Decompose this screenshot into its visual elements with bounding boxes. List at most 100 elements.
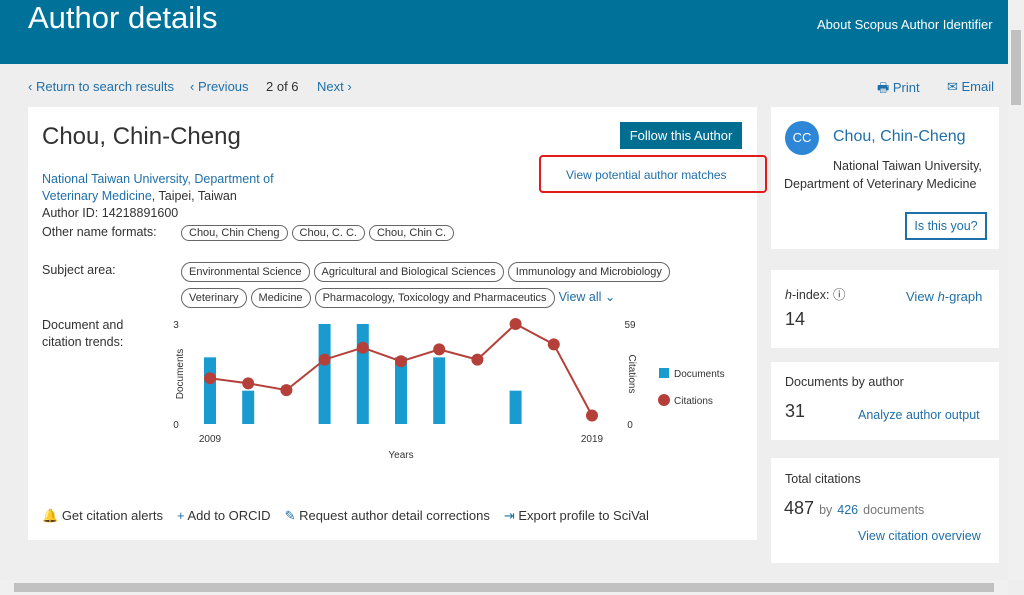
is-you-button[interactable]: Is this you? — [905, 212, 987, 240]
point — [471, 353, 484, 366]
y-tick-label: 0 — [173, 420, 179, 431]
affiliation: National Taiwan University, Department o… — [42, 171, 302, 205]
hindex-text: -index: — [791, 288, 830, 302]
subjects: Environmental Science Agricultural and Bi… — [181, 262, 696, 314]
bar — [433, 357, 446, 424]
citations-card — [771, 458, 999, 563]
h-italic: h — [937, 289, 945, 304]
y2-axis-label: Citations — [626, 355, 637, 394]
y2-tick-label: 0 — [627, 420, 633, 431]
print-text: Print — [892, 80, 920, 95]
action-text: Request author detail corrections — [299, 508, 490, 523]
page-title: Author details — [28, 0, 218, 35]
x-tick-label: 2019 — [581, 434, 604, 445]
point — [318, 353, 331, 366]
identifier-link[interactable]: About Scopus Author Identifier — [817, 17, 993, 32]
point — [356, 341, 369, 354]
affiliation-link[interactable]: National Taiwan University, Department o… — [42, 172, 274, 203]
back-text: Return to search results — [35, 79, 174, 94]
highlight-box — [539, 155, 767, 193]
subject-pill: Pharmacology, Toxicology and Pharmaceuti… — [314, 288, 555, 308]
y-axis-label: Documents — [175, 349, 186, 400]
documents-label: Documents by author — [785, 375, 904, 389]
documents-word: documents — [863, 503, 925, 517]
action-text: Export profile to SciVal — [518, 508, 649, 523]
previous-link[interactable]: ‹ Previous — [190, 79, 249, 94]
bar — [242, 390, 255, 424]
legend-swatch — [658, 394, 670, 406]
point — [509, 318, 522, 330]
subject-pill: Medicine — [250, 288, 311, 308]
point — [547, 338, 560, 351]
name-pill: Chou, Chin C. — [368, 225, 455, 241]
y2-tick-label: 59 — [624, 320, 636, 331]
name-pill: Chou, C. C. — [291, 225, 365, 241]
next-text: Next — [317, 79, 344, 94]
h-italic: h — [785, 288, 792, 302]
chart: 0 3 0 59 2009 2019 Years Documents Citations Docu… — [173, 318, 725, 461]
follow-button[interactable]: Follow this Author — [620, 122, 742, 149]
author-id: Author ID: 14218891600 — [42, 206, 179, 220]
documents-card — [771, 362, 999, 440]
point — [433, 343, 446, 356]
x-tick-label: 2009 — [199, 434, 222, 445]
header — [0, 0, 1008, 64]
view-all-link[interactable]: View all ⌄ — [558, 290, 616, 304]
actions: 🔔 Get citation alerts + Add to ORCID ✎ Req… — [42, 508, 649, 524]
matches-link[interactable]: View potential author matches — [566, 168, 727, 182]
view-text: View — [906, 289, 938, 304]
previous-text: Previous — [197, 79, 249, 94]
subject-pill: Veterinary — [181, 288, 247, 308]
name-pill: Chou, Chin Cheng — [181, 225, 288, 241]
by-docs-link[interactable]: 426 — [837, 503, 859, 517]
point — [280, 384, 293, 397]
subject-pill: Agricultural and Biological Sciences — [313, 262, 504, 282]
point — [204, 372, 216, 385]
print-link[interactable]: 🖶 Print — [877, 80, 920, 95]
position: 2 of 6 — [266, 79, 299, 94]
other-names: Chou, Chin Cheng Chou, C. C. Chou, Chin C. — [181, 223, 458, 247]
back-link[interactable]: ‹ Return to search results — [28, 79, 174, 94]
email-text: Email — [961, 79, 995, 94]
y-tick-label: 3 — [173, 320, 179, 331]
scrollbar[interactable] — [1008, 0, 1024, 580]
subject-label: Subject area: — [42, 263, 116, 277]
hindex-value: 14 — [785, 309, 806, 329]
affiliation-location: , Taipei, Taiwan — [151, 189, 237, 203]
legend-label: Citations — [674, 396, 713, 407]
citations-value: 487 — [784, 498, 815, 518]
action-link[interactable]: ⇥ Export profile to SciVal — [503, 508, 649, 523]
bar — [509, 390, 522, 424]
profile-affiliation: National Taiwan University, Department o… — [784, 159, 982, 191]
profile-name[interactable]: Chou, Chin-Cheng — [833, 128, 966, 145]
hgraph-link[interactable]: View h-graph — [906, 289, 982, 304]
author-name: Chou, Chin-Cheng — [42, 123, 241, 150]
other-names-label: Other name formats: — [42, 225, 157, 239]
point — [586, 409, 598, 422]
action-link[interactable]: + Add to ORCID — [176, 508, 271, 523]
action-link[interactable]: ✎ Request author detail corrections — [284, 508, 490, 523]
analyze-link[interactable]: Analyze author output — [858, 408, 980, 422]
action-link[interactable]: 🔔 Get citation alerts — [42, 508, 163, 523]
main-card — [28, 107, 757, 540]
citations-total: 487 by 426 documents — [784, 498, 924, 519]
action-text: Add to ORCID — [187, 508, 271, 523]
graph-text: -graph — [944, 289, 983, 304]
trends-label: Document and citation trends: — [42, 318, 124, 349]
by-text: by — [819, 503, 833, 517]
email-link[interactable]: ✉ Email — [947, 79, 995, 94]
subject-pill: Environmental Science — [181, 262, 310, 282]
point — [242, 377, 255, 390]
overview-link[interactable]: View citation overview — [858, 529, 981, 543]
action-text: Get citation alerts — [61, 508, 163, 523]
next-link[interactable]: Next › — [317, 79, 352, 94]
hindex-label: h-index: ⓘ — [785, 288, 846, 302]
x-axis-label: Years — [388, 450, 413, 461]
legend-label: Documents — [674, 369, 725, 380]
h-scrollbar[interactable] — [0, 580, 1008, 595]
bar — [395, 357, 407, 424]
point — [395, 355, 407, 368]
documents-value: 31 — [785, 401, 806, 421]
bar — [318, 324, 331, 424]
